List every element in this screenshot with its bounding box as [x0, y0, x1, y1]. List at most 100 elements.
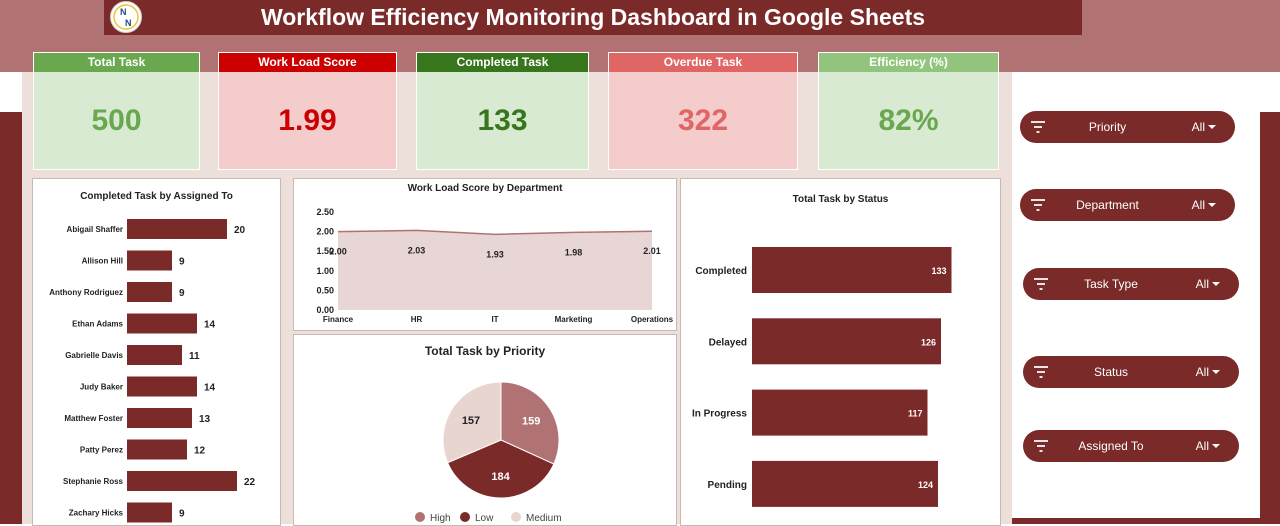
- category-label: Delayed: [709, 337, 747, 348]
- filter-icon: [1034, 278, 1048, 290]
- area-fill: [338, 230, 652, 310]
- filter-value: All: [1195, 365, 1209, 379]
- data-label: 157: [462, 415, 480, 427]
- legend-swatch: [415, 512, 425, 522]
- kpi-completed-task: Completed Task 133: [416, 52, 589, 170]
- category-label: In Progress: [692, 409, 747, 420]
- filter-value: All: [1191, 198, 1205, 212]
- data-label: 117: [908, 409, 923, 419]
- chart-title: Work Load Score by Department: [407, 183, 563, 194]
- chart-workload-by-department: Work Load Score by Department 0.00 0.50 1.…: [293, 178, 677, 331]
- data-label: 124: [918, 480, 933, 490]
- chevron-down-icon: [1208, 203, 1216, 207]
- chevron-down-icon: [1212, 444, 1220, 448]
- category-label: Anthony Rodriguez: [49, 288, 123, 297]
- x-tick-label: Operations: [631, 315, 674, 324]
- y-tick-label: 1.00: [316, 266, 334, 276]
- kpi-value: 82%: [878, 104, 939, 137]
- category-label: Pending: [708, 480, 747, 491]
- chart-status-svg: Completed 133 Delayed 126 In Progress 117 Pend…: [692, 247, 952, 507]
- bar: [127, 376, 197, 397]
- data-label: 12: [194, 446, 206, 457]
- chart-total-by-priority: Total Task by Priority 159 184 157 High Low M…: [293, 334, 677, 526]
- category-label: Completed: [695, 266, 747, 277]
- data-label: 126: [921, 337, 936, 347]
- page-title: Workflow Efficiency Monitoring Dashboard…: [260, 4, 926, 30]
- svg-text:N: N: [120, 7, 127, 17]
- bar: [752, 389, 928, 436]
- chart-workload-svg: 0.000.501.001.502.002.50Finance2.00HR2.0…: [316, 207, 674, 324]
- nn-logo-icon: N N: [110, 1, 142, 33]
- data-label: 133: [931, 266, 946, 276]
- data-label: 184: [491, 471, 510, 483]
- data-label: 1.98: [565, 247, 583, 257]
- category-label: Matthew Foster: [64, 414, 123, 423]
- data-label: 2.01: [643, 246, 661, 256]
- data-label: 9: [179, 288, 185, 299]
- x-tick-label: IT: [491, 315, 498, 324]
- bar: [127, 345, 182, 365]
- chart-title: Completed Task by Assigned To: [80, 191, 233, 202]
- kpi-efficiency: Efficiency (%) 82%: [818, 52, 999, 170]
- kpi-label: Completed Task: [417, 53, 588, 72]
- kpi-label: Overdue Task: [609, 53, 797, 72]
- pie-slice: [446, 439, 555, 499]
- filter-label: Task Type: [1084, 277, 1138, 291]
- legend-swatch: [460, 512, 470, 522]
- category-label: Stephanie Ross: [63, 477, 124, 486]
- category-label: Allison Hill: [82, 257, 123, 266]
- y-tick-label: 2.00: [316, 227, 334, 237]
- legend-label: Medium: [526, 513, 562, 524]
- filter-value: All: [1195, 439, 1209, 453]
- y-tick-label: 0.50: [316, 285, 334, 295]
- filter-task-type[interactable]: Task Type All: [1023, 268, 1239, 300]
- filter-priority[interactable]: Priority All: [1020, 111, 1235, 143]
- x-tick-label: HR: [411, 315, 423, 324]
- category-label: Zachary Hicks: [69, 509, 124, 518]
- kpi-value: 500: [91, 104, 142, 137]
- bar: [752, 460, 938, 507]
- category-label: Judy Baker: [80, 383, 123, 392]
- data-label: 1.93: [486, 249, 504, 259]
- data-label: 20: [234, 225, 246, 236]
- data-label: 14: [204, 320, 216, 331]
- data-label: 9: [179, 509, 185, 520]
- filter-label: Status: [1093, 365, 1129, 379]
- category-label: Gabrielle Davis: [65, 351, 123, 360]
- bar: [127, 502, 172, 523]
- chevron-down-icon: [1212, 370, 1220, 374]
- bar: [127, 250, 172, 271]
- x-tick-label: Finance: [323, 315, 354, 324]
- filter-icon: [1034, 366, 1048, 378]
- area-line: [337, 229, 653, 236]
- svg-text:N: N: [125, 18, 132, 28]
- title-bar: N N Workflow Efficiency Monitoring Dashb…: [104, 0, 1082, 35]
- category-label: Patty Perez: [80, 446, 123, 455]
- kpi-overdue-task: Overdue Task 322: [608, 52, 798, 170]
- legend-swatch: [511, 512, 521, 522]
- filter-label: Assigned To: [1078, 439, 1144, 453]
- category-label: Ethan Adams: [72, 320, 123, 329]
- filter-label: Priority: [1088, 120, 1127, 134]
- kpi-value: 133: [477, 104, 528, 137]
- legend-label: Low: [475, 513, 494, 524]
- data-label: 14: [204, 383, 216, 394]
- chart-title: Total Task by Status: [792, 194, 889, 205]
- category-label: Abigail Shaffer: [67, 225, 123, 234]
- kpi-value: 1.99: [278, 104, 337, 137]
- bar: [752, 318, 941, 365]
- filter-assigned-to[interactable]: Assigned To All: [1023, 430, 1239, 462]
- chevron-down-icon: [1212, 282, 1220, 286]
- data-label: 2.00: [329, 247, 347, 257]
- kpi-label: Total Task: [34, 53, 199, 72]
- x-tick-label: Marketing: [555, 315, 593, 324]
- bar: [127, 313, 197, 334]
- data-label: 22: [244, 477, 256, 488]
- filter-department[interactable]: Department All: [1020, 189, 1235, 221]
- bar: [127, 282, 172, 302]
- data-label: 2.03: [408, 245, 426, 255]
- kpi-work-load-score: Work Load Score 1.99: [218, 52, 397, 170]
- data-label: 159: [522, 416, 540, 428]
- pie-slice: [442, 381, 502, 464]
- filter-status[interactable]: Status All: [1023, 356, 1239, 388]
